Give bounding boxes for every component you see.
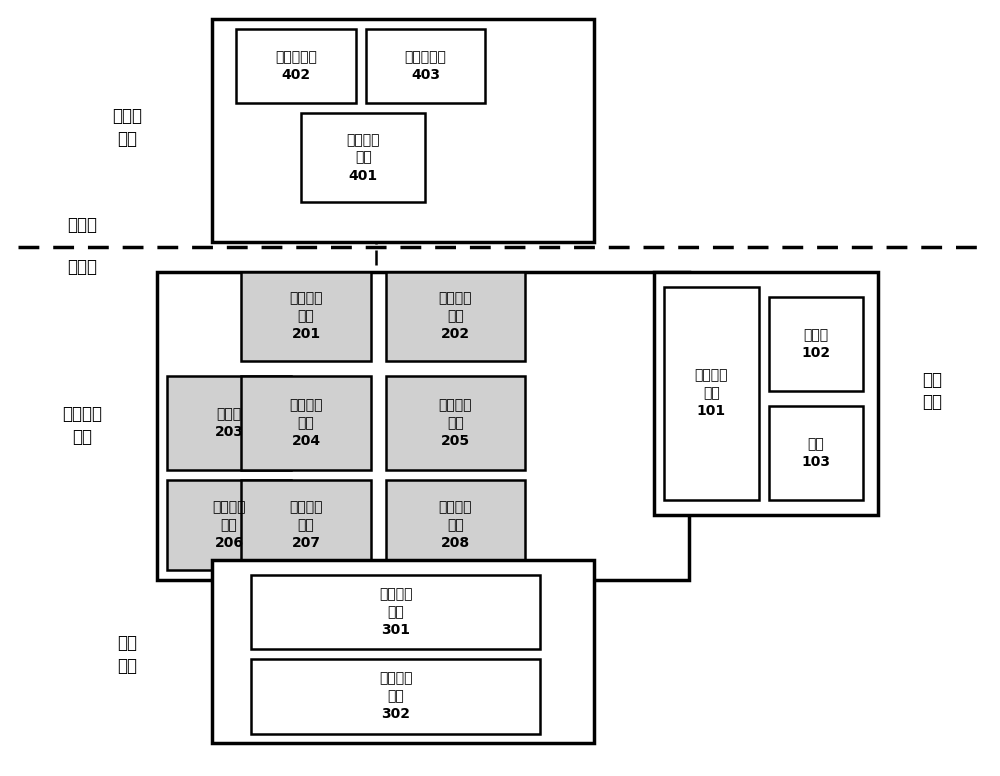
- Bar: [769, 296, 863, 391]
- Text: 第一通信
模块
101: 第一通信 模块 101: [695, 369, 728, 418]
- Text: 访问安全
模块
202: 访问安全 模块 202: [438, 292, 472, 341]
- Bar: [386, 480, 525, 570]
- Bar: [241, 376, 371, 470]
- Text: 键盘
103: 键盘 103: [801, 437, 830, 469]
- Bar: [301, 113, 425, 203]
- Text: 云服务
系统: 云服务 系统: [112, 107, 142, 148]
- Bar: [212, 559, 594, 743]
- Bar: [167, 376, 291, 470]
- Bar: [212, 19, 594, 242]
- Bar: [366, 29, 485, 103]
- Text: 第四通信
模块
401: 第四通信 模块 401: [347, 133, 380, 182]
- Text: 显示屏
102: 显示屏 102: [801, 328, 830, 360]
- Bar: [241, 480, 371, 570]
- Text: 第三通信
模块
301: 第三通信 模块 301: [379, 587, 412, 637]
- Text: 定时器
203: 定时器 203: [215, 407, 244, 439]
- Text: 智能家庭
网关: 智能家庭 网关: [62, 405, 102, 446]
- Bar: [654, 272, 878, 515]
- Bar: [241, 272, 371, 361]
- Text: 第五通信
模块
205: 第五通信 模块 205: [438, 398, 472, 448]
- Bar: [157, 272, 689, 580]
- Text: 策略管理
模块
206: 策略管理 模块 206: [212, 501, 246, 550]
- Bar: [167, 480, 291, 570]
- Text: 第二通信
模块
201: 第二通信 模块 201: [289, 292, 323, 341]
- Text: 第七通信
模块
207: 第七通信 模块 207: [289, 501, 323, 550]
- Text: 局域网: 局域网: [67, 258, 97, 276]
- Bar: [251, 659, 540, 733]
- Text: 家电管控
模块
204: 家电管控 模块 204: [289, 398, 323, 448]
- Bar: [386, 376, 525, 470]
- Bar: [386, 272, 525, 361]
- Text: 智能
终端: 智能 终端: [923, 370, 943, 411]
- Text: 云服务模块
402: 云服务模块 402: [275, 50, 317, 81]
- Text: 指令执行
模块
302: 指令执行 模块 302: [379, 671, 412, 721]
- Bar: [251, 575, 540, 649]
- Text: 云存储模块
403: 云存储模块 403: [404, 50, 446, 81]
- Bar: [236, 29, 356, 103]
- Text: 智能
家电: 智能 家电: [117, 634, 137, 674]
- Bar: [769, 406, 863, 501]
- Bar: [664, 286, 759, 501]
- Text: 广域网: 广域网: [67, 217, 97, 234]
- Text: 指令下发
模块
208: 指令下发 模块 208: [438, 501, 472, 550]
